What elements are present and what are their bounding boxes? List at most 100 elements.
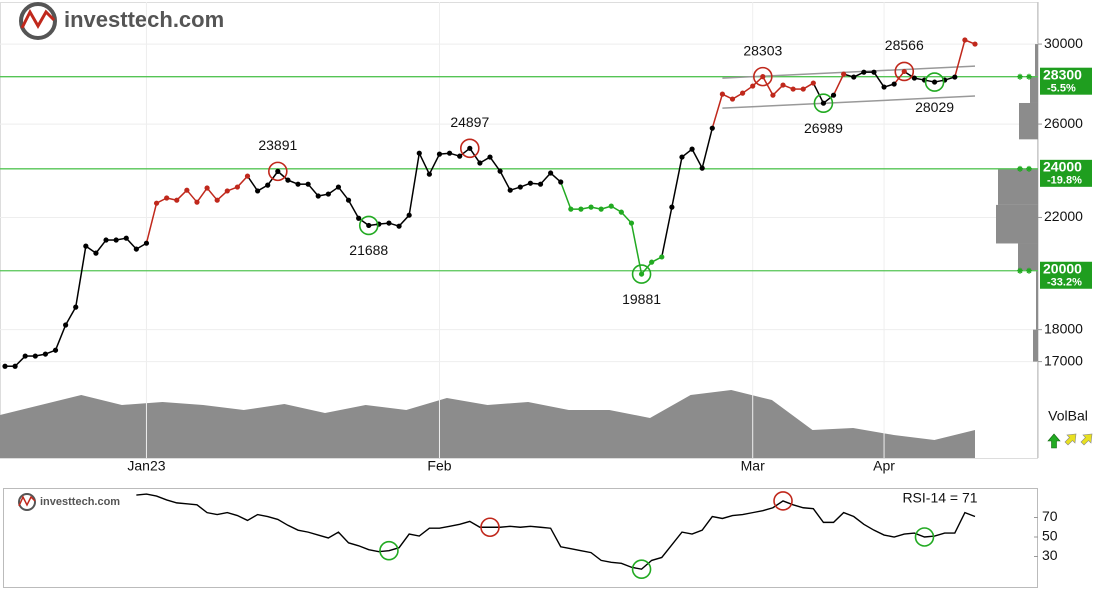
- price-point: [740, 90, 746, 96]
- price-point: [63, 322, 69, 328]
- price-point: [335, 184, 342, 190]
- price-point: [790, 86, 796, 92]
- price-point: [2, 363, 8, 369]
- support-label-box: [1040, 261, 1092, 289]
- support-label: 28300: [1043, 66, 1082, 82]
- y-tick-label: 30: [1042, 547, 1058, 563]
- price-point: [143, 240, 150, 246]
- price-point: [952, 74, 958, 80]
- logo: investtech.com: [64, 7, 224, 32]
- rsi-line: [136, 493, 976, 570]
- price-point: [931, 79, 938, 85]
- support-label-box: [1040, 67, 1092, 95]
- support-star: [1026, 165, 1032, 172]
- annotation-circle: [459, 138, 480, 159]
- price-point: [83, 243, 89, 249]
- price-segment: [54, 324, 67, 351]
- logo-small: investtech.com: [40, 496, 120, 508]
- annotation-label: 21688: [349, 242, 388, 258]
- price-point: [184, 187, 190, 193]
- price-point: [446, 150, 453, 156]
- trend-line: [722, 95, 976, 109]
- price-point: [841, 71, 847, 77]
- price-segment: [206, 187, 218, 201]
- volume-profile-bar: [1036, 270, 1038, 330]
- annotation-circle: [753, 66, 773, 87]
- annotation-circle: [813, 93, 834, 114]
- price-point: [861, 69, 867, 75]
- price-point: [901, 68, 907, 75]
- annotation-label: 28029: [915, 99, 954, 115]
- price-point: [457, 153, 463, 159]
- price-point: [22, 353, 28, 359]
- price-point: [689, 146, 695, 152]
- price-point: [467, 145, 473, 151]
- annotation-label: 28566: [885, 37, 924, 53]
- price-point: [93, 250, 99, 256]
- price-segment: [711, 93, 724, 129]
- annotation-label: 24897: [450, 114, 489, 130]
- price-point: [244, 173, 251, 179]
- price-point: [760, 74, 766, 80]
- price-point: [911, 75, 917, 81]
- price-segment: [560, 181, 572, 210]
- y-tick-label: 50: [1042, 528, 1058, 544]
- x-tick-label: Apr: [873, 458, 895, 474]
- price-segment: [64, 306, 77, 326]
- volume-profile-bar: [996, 204, 1038, 244]
- price-point: [598, 206, 604, 212]
- y-tick-label: 17000: [1044, 352, 1083, 368]
- rsi-annotation: [631, 559, 652, 579]
- annotation-label: 23891: [258, 137, 297, 153]
- price-segment: [873, 71, 885, 88]
- price-point: [881, 84, 887, 90]
- price-segment: [418, 152, 431, 175]
- price-point: [558, 179, 564, 185]
- price-segment: [196, 187, 208, 203]
- price-point: [962, 37, 968, 43]
- price-segment: [671, 156, 683, 208]
- price-point: [164, 195, 170, 201]
- price-point: [295, 181, 301, 187]
- price-segment: [489, 156, 501, 172]
- price-point: [32, 353, 38, 359]
- support-label: 24000: [1043, 159, 1082, 175]
- price-point: [820, 100, 827, 106]
- volume-profile-bar: [1030, 76, 1038, 103]
- price-point: [891, 81, 897, 87]
- y-tick-label: 26000: [1044, 115, 1083, 131]
- price-segment: [95, 239, 107, 254]
- price-point: [285, 177, 291, 183]
- price-segment: [691, 148, 703, 169]
- support-star: [1026, 73, 1032, 80]
- price-point: [153, 200, 160, 206]
- price-point: [477, 160, 483, 166]
- price-segment: [347, 199, 360, 219]
- price-point: [436, 151, 443, 157]
- annotation-circle: [631, 264, 652, 284]
- price-point: [679, 154, 685, 160]
- price-point: [234, 184, 240, 190]
- price-segment: [186, 189, 198, 203]
- price-point: [275, 168, 281, 174]
- price-point: [527, 180, 534, 186]
- rsi-annotation: [914, 527, 935, 547]
- annotation-circle: [268, 161, 288, 182]
- price-point: [345, 197, 352, 203]
- logo-icon-small: [18, 493, 36, 511]
- price-point: [224, 188, 230, 194]
- price-point: [780, 82, 786, 88]
- price-point: [214, 197, 220, 203]
- price-point: [669, 204, 675, 210]
- annotation-circle: [924, 72, 945, 92]
- price-point: [709, 125, 715, 131]
- support-star: [1017, 267, 1023, 274]
- price-point: [204, 185, 210, 191]
- price-point: [608, 203, 614, 209]
- price-point: [568, 206, 574, 212]
- support-star: [1017, 165, 1023, 172]
- price-point: [113, 237, 119, 243]
- price-point: [517, 184, 523, 190]
- price-point: [618, 209, 624, 215]
